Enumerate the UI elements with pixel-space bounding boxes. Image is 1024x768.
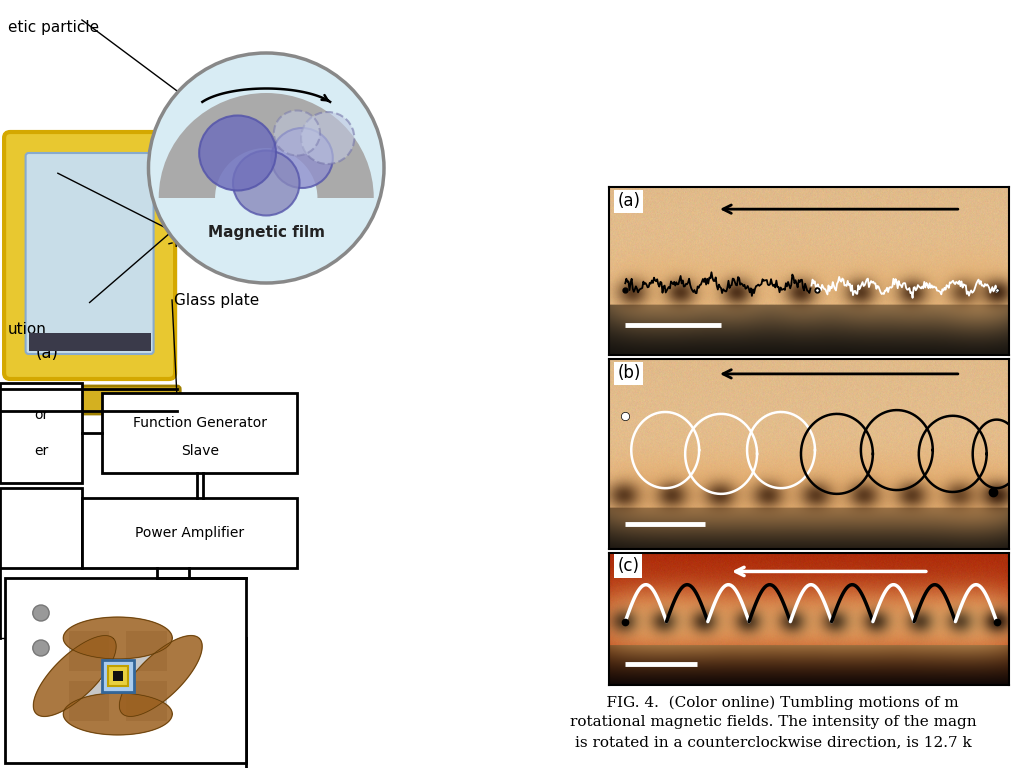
Ellipse shape (233, 151, 299, 216)
Text: Power Amplifier: Power Amplifier (135, 526, 244, 540)
Circle shape (33, 605, 49, 621)
Text: Glass plate: Glass plate (174, 293, 259, 307)
Text: etic particle: etic particle (8, 20, 99, 35)
Ellipse shape (271, 128, 333, 188)
Polygon shape (34, 636, 116, 717)
Polygon shape (63, 617, 172, 659)
Text: Magnetic film: Magnetic film (174, 236, 278, 250)
FancyBboxPatch shape (4, 132, 175, 379)
Text: ution: ution (8, 323, 47, 337)
Ellipse shape (199, 115, 276, 190)
Text: or: or (34, 408, 48, 422)
Text: Magnetic film: Magnetic film (208, 226, 325, 240)
Ellipse shape (301, 112, 354, 164)
FancyBboxPatch shape (0, 383, 82, 483)
Text: (c): (c) (617, 557, 639, 575)
Text: FIG. 4.  (Color online) Tumbling motions of m
rotational magnetic fields. The in: FIG. 4. (Color online) Tumbling motions … (569, 696, 977, 749)
Polygon shape (63, 693, 172, 735)
Ellipse shape (273, 111, 319, 155)
Text: (b): (b) (617, 364, 641, 382)
Text: Slave: Slave (180, 444, 219, 458)
Circle shape (33, 640, 49, 656)
Bar (29, 333, 151, 351)
Wedge shape (159, 93, 374, 198)
FancyBboxPatch shape (5, 578, 246, 763)
FancyBboxPatch shape (102, 393, 297, 473)
FancyBboxPatch shape (82, 498, 297, 568)
FancyBboxPatch shape (0, 386, 180, 414)
FancyBboxPatch shape (26, 153, 154, 354)
Text: Function Generator: Function Generator (133, 416, 266, 430)
Text: (a): (a) (36, 344, 58, 362)
Text: (a): (a) (617, 193, 640, 210)
FancyBboxPatch shape (0, 488, 82, 568)
Text: er: er (34, 444, 48, 458)
Polygon shape (120, 636, 202, 717)
Circle shape (148, 53, 384, 283)
